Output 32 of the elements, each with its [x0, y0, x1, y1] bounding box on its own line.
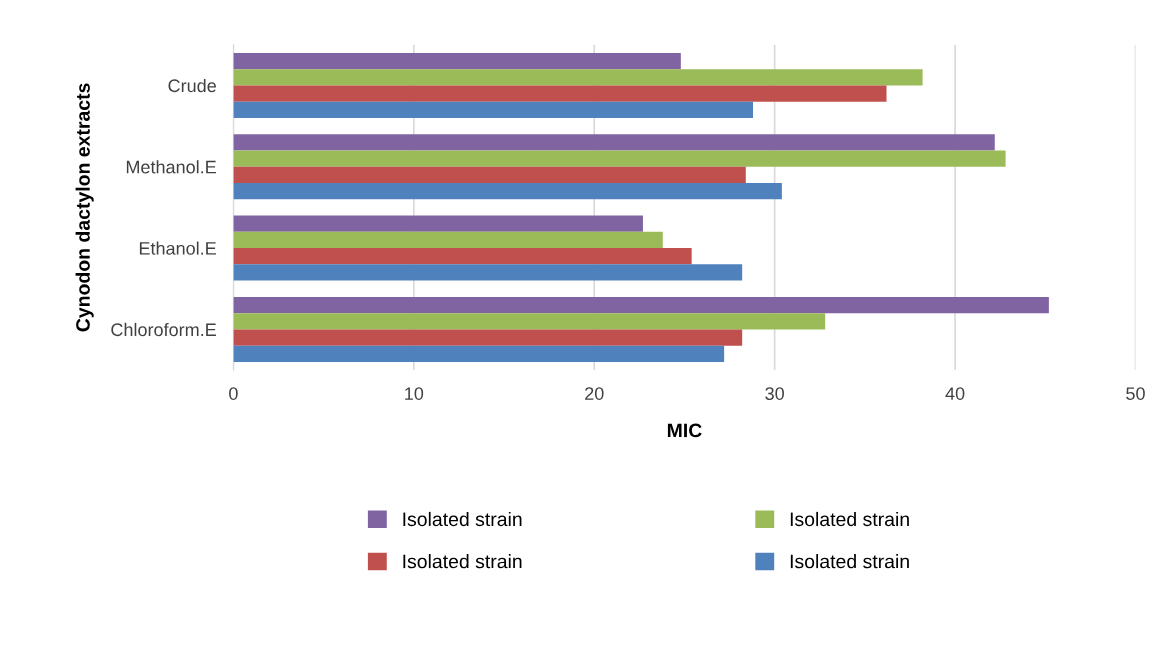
bar — [233, 85, 887, 102]
legend-label: Isolated strain — [790, 554, 909, 569]
legend-label: Isolated strain — [403, 554, 522, 569]
x-axis-title: MIC — [667, 423, 702, 438]
bar — [233, 134, 995, 151]
bar — [233, 69, 923, 86]
bar — [233, 150, 1006, 167]
bar — [233, 166, 746, 184]
x-tick-label: 50 — [1126, 387, 1145, 400]
bar — [233, 183, 782, 200]
y-axis-title: Cynodon dactylon extracts — [75, 83, 94, 332]
bar — [233, 345, 725, 362]
x-tick-label: 20 — [585, 387, 604, 400]
bar — [233, 215, 643, 232]
bar — [233, 329, 743, 346]
legend-label: Isolated strain — [403, 511, 522, 527]
y-tick-label: Ethanol.E — [139, 241, 216, 255]
bar — [233, 101, 753, 118]
y-tick-label: Methanol.E — [126, 160, 216, 174]
bar — [233, 248, 692, 265]
x-tick-label: 30 — [765, 387, 784, 400]
x-tick-label: 40 — [945, 387, 965, 400]
legend-label: Isolated strain — [790, 511, 909, 527]
y-tick-label: Chloroform.E — [111, 322, 216, 337]
bar — [233, 52, 681, 70]
x-tick-label: 10 — [405, 387, 424, 400]
bar — [233, 231, 663, 249]
bar — [233, 296, 1049, 314]
bar — [233, 313, 826, 330]
bar — [233, 264, 743, 281]
y-tick-label: Crude — [168, 78, 216, 93]
x-tick-label: 0 — [229, 387, 238, 400]
